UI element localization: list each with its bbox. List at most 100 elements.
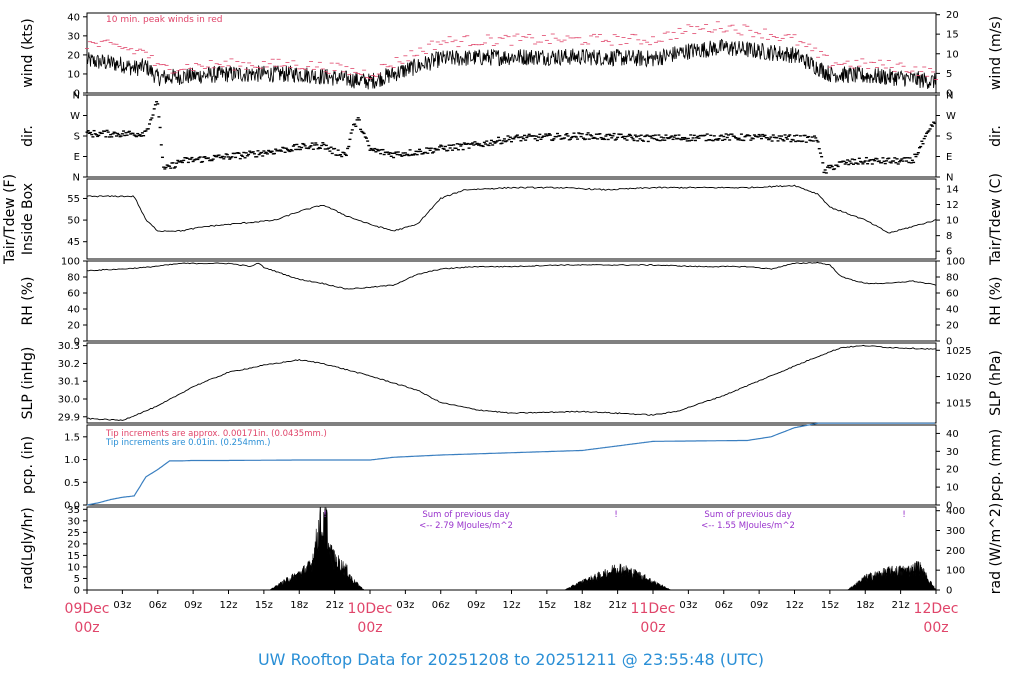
left-tick-label: E <box>74 152 80 163</box>
radiation-sum-note: <-- 1.55 MJoules/m^2 <box>701 521 795 531</box>
x-tick-label: 15z <box>821 600 839 611</box>
precipitation-line <box>86 422 935 506</box>
right-tick-label: 6 <box>946 247 952 258</box>
panel-frame <box>86 424 937 506</box>
direction-series <box>85 101 937 174</box>
y-axis-label-right: pcp. (mm) <box>988 429 1004 502</box>
right-tick-label: 400 <box>946 506 965 517</box>
x-tick-label: 12z <box>786 600 804 611</box>
x-tick-label: 15z <box>255 600 273 611</box>
right-tick-label: 0 <box>946 501 952 512</box>
left-tick-label: 0.0 <box>64 501 80 512</box>
y-axis-label-right: SLP (hPa) <box>988 350 1004 416</box>
x-tick-label: 06z <box>432 600 450 611</box>
day-time-label: 00z <box>923 620 948 636</box>
right-tick-label: 0 <box>946 337 952 348</box>
panel-pressure: 29.9 30.0 30.1 30.2 30.3 1015 1020 1025 SLP (inH… <box>20 341 1004 424</box>
right-tick-label: 100 <box>946 566 965 577</box>
right-tick-label: 1015 <box>946 398 971 409</box>
left-tick-label: 29.9 <box>58 412 80 423</box>
day-time-label: 00z <box>74 620 99 636</box>
wind-speed-trace <box>86 38 937 90</box>
wind-annotation: 10 min. peak winds in red <box>106 15 223 25</box>
x-tick-label: 06z <box>715 600 733 611</box>
x-tick-label: 15z <box>538 600 556 611</box>
left-tick-label: 20 <box>67 50 80 61</box>
right-tick-label: 200 <box>946 546 965 557</box>
left-tick-label: 60 <box>67 289 80 300</box>
right-tick-label: S <box>946 132 952 143</box>
x-tick-label: 12z <box>220 600 238 611</box>
right-tick-label: 80 <box>946 273 959 284</box>
right-tick-label: 30 <box>946 447 959 458</box>
left-tick-label: 30.1 <box>58 377 80 388</box>
y-axis-label-right: Tair/Tdew (C) <box>988 173 1004 266</box>
right-tick-label: 20 <box>946 321 959 332</box>
y-axis-label-left: Inside Box <box>20 183 36 255</box>
x-tick-label: 21z <box>892 600 910 611</box>
day-time-label: 00z <box>640 620 665 636</box>
right-tick-label: W <box>946 111 956 122</box>
x-tick-label: 03z <box>396 600 414 611</box>
footer-title: UW Rooftop Data for 20251208 to 20251211… <box>258 650 764 669</box>
x-tick-label: 03z <box>679 600 697 611</box>
left-tick-label: 50 <box>67 216 80 227</box>
panel-temperature: 45 50 55 6 8 10 12 14 Tair/Tdew (F) Inside Box Tai… <box>2 173 1004 266</box>
day-label: 11Dec <box>631 601 676 617</box>
right-tick-label: 10 <box>946 49 959 60</box>
panel-frame <box>86 260 937 342</box>
humidity-line <box>86 261 937 290</box>
right-tick-label: 20 <box>946 10 959 21</box>
x-tick-label: 18z <box>290 600 308 611</box>
x-tick-label: 21z <box>609 600 627 611</box>
x-tick-label: 18z <box>573 600 591 611</box>
left-tick-label: 5 <box>74 574 80 585</box>
panel-frame <box>86 342 937 424</box>
right-tick-label: N <box>946 173 953 184</box>
left-tick-label: 40 <box>67 305 80 316</box>
left-tick-label: 0 <box>74 89 80 100</box>
left-tick-label: 0 <box>74 337 80 348</box>
right-tick-label: 40 <box>946 429 959 440</box>
right-tick-label: 10 <box>946 216 959 227</box>
x-tick-label: 06z <box>149 600 167 611</box>
day-label: 10Dec <box>348 601 393 617</box>
left-tick-label: 80 <box>67 273 80 284</box>
panel-precipitation: 0.0 0.5 1.0 1.5 0 10 20 30 40 pcp. (in) pcp. (mm) T… <box>20 422 1004 512</box>
left-tick-label: 55 <box>67 194 80 205</box>
time-axis: 03z 06z 09z 12z 15z 18z 21z 03z 06z 09z 12z 15z 18z 2… <box>65 590 959 636</box>
left-tick-label: 100 <box>61 257 80 268</box>
left-tick-label: 10 <box>67 69 80 80</box>
left-tick-label: 20 <box>67 321 80 332</box>
y-axis-label-left: wind (kts) <box>20 18 36 87</box>
right-tick-label: 5 <box>946 69 952 80</box>
day-label: 12Dec <box>914 601 959 617</box>
y-axis-label-left: dir. <box>20 125 36 147</box>
y-axis-label-right: RH (%) <box>988 277 1004 326</box>
radiation-sum-note: Sum of previous day <box>704 510 791 520</box>
left-tick-label: S <box>74 132 80 143</box>
right-tick-label: 1020 <box>946 372 971 383</box>
left-tick-label: 40 <box>67 12 80 23</box>
pressure-line <box>86 344 937 421</box>
left-tick-label: 35 <box>67 505 80 516</box>
x-tick-label: 03z <box>113 600 131 611</box>
left-tick-label: 20 <box>67 539 80 550</box>
panel-wind: 0 10 20 30 40 0 5 10 15 20 wind (kts) wind (m/s) 10 … <box>20 10 1004 99</box>
right-tick-label: 10 <box>946 483 959 494</box>
right-tick-label: 40 <box>946 305 959 316</box>
precip-note-1: Tip increments are approx. 0.00171in. (0… <box>105 429 327 439</box>
left-tick-label: 30.2 <box>58 359 80 370</box>
x-tick-label: 12z <box>503 600 521 611</box>
left-tick-label: N <box>73 91 80 102</box>
x-tick-label: 09z <box>750 600 768 611</box>
right-tick-label: 60 <box>946 289 959 300</box>
right-tick-label: N <box>946 91 953 102</box>
panel-humidity: 0 20 40 60 80 100 0 20 40 60 80 100 RH (%) RH (%) <box>20 257 1004 348</box>
day-time-label: 00z <box>357 620 382 636</box>
y-axis-label-left: SLP (inHg) <box>20 347 36 420</box>
right-tick-label: 12 <box>946 200 959 211</box>
